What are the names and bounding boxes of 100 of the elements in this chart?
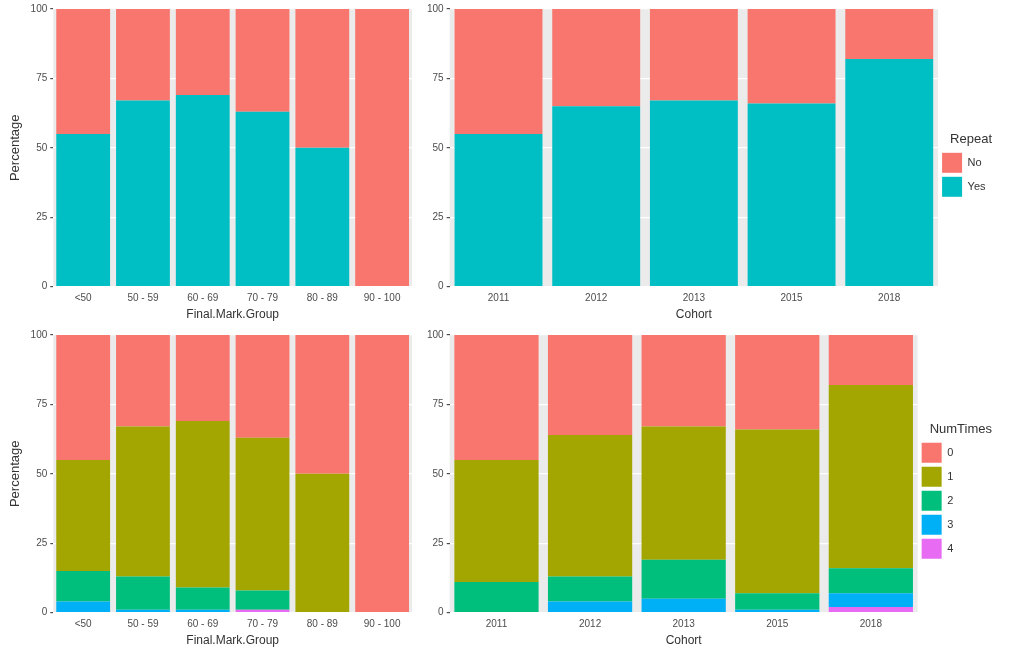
x-tick-label: 2012 <box>578 618 602 630</box>
bar <box>747 9 836 104</box>
bar <box>845 9 934 59</box>
legend-title: NumTimes <box>929 421 993 437</box>
bar <box>116 335 170 427</box>
x-tick-label: 90 - 100 <box>363 618 401 630</box>
y-tick-label: 25 <box>36 210 48 222</box>
bar <box>235 590 290 610</box>
bar <box>116 9 170 101</box>
bar <box>175 9 230 96</box>
bar <box>552 106 641 286</box>
x-axis-title: Cohort <box>675 307 713 322</box>
bar <box>828 593 913 608</box>
bar <box>547 335 633 435</box>
bar <box>747 103 836 286</box>
bar <box>56 133 111 286</box>
x-tick-label: 90 - 100 <box>363 292 401 304</box>
x-tick-label: <50 <box>74 618 93 630</box>
y-tick-label: 50 <box>432 467 445 479</box>
bar <box>116 100 170 286</box>
bar <box>295 335 350 474</box>
y-tick-label: 0 <box>41 606 48 618</box>
x-tick-label: 2013 <box>672 618 696 630</box>
bar <box>735 609 820 612</box>
bar <box>828 607 913 612</box>
legend-label: 1 <box>947 469 954 482</box>
bar <box>116 576 170 610</box>
bar <box>235 9 290 112</box>
bar <box>56 570 111 602</box>
bar <box>454 582 539 612</box>
bar <box>641 559 726 599</box>
x-axis-title: Final.Mark.Group <box>186 633 280 648</box>
legend-title: Repeat <box>950 131 993 147</box>
y-axis-title: Percentage <box>7 440 23 508</box>
y-tick-label: 100 <box>30 2 48 14</box>
bar <box>116 609 170 612</box>
bar <box>828 568 913 594</box>
y-tick-label: 25 <box>432 210 445 222</box>
bar <box>56 601 111 612</box>
bar <box>454 133 543 286</box>
bar <box>295 9 350 148</box>
y-tick-label: 0 <box>438 280 445 292</box>
x-tick-label: 2012 <box>585 292 608 304</box>
bar <box>547 434 633 577</box>
bar <box>355 335 410 612</box>
x-tick-label: 2015 <box>766 618 789 630</box>
y-tick-label: 100 <box>427 2 445 14</box>
bar <box>641 335 726 427</box>
bar <box>641 426 726 560</box>
y-tick-label: 25 <box>36 536 48 548</box>
bar <box>295 473 350 612</box>
y-tick-label: 50 <box>36 141 48 153</box>
bar <box>235 111 290 286</box>
y-tick-label: 75 <box>432 398 445 410</box>
bar <box>175 587 230 610</box>
bar <box>454 459 539 583</box>
x-tick-label: 2011 <box>487 292 510 304</box>
bar <box>175 95 230 286</box>
legend-label: 2 <box>947 493 954 506</box>
x-tick-label: 80 - 89 <box>306 618 339 630</box>
bar <box>552 9 641 107</box>
x-tick-label: 60 - 69 <box>187 292 219 304</box>
legend-label: 4 <box>947 541 954 554</box>
bar <box>56 9 111 134</box>
bar <box>547 601 633 612</box>
bar <box>235 437 290 591</box>
y-axis-title: Percentage <box>7 114 23 182</box>
y-tick-label: 75 <box>36 398 48 410</box>
x-tick-label: 2015 <box>780 292 804 304</box>
bar <box>735 593 820 610</box>
bar <box>454 9 543 134</box>
y-tick-label: 0 <box>438 606 445 618</box>
legend-label: 0 <box>947 445 954 458</box>
bar <box>454 335 539 460</box>
bar <box>175 421 230 588</box>
bar <box>649 9 738 101</box>
bar <box>56 459 111 571</box>
bar <box>235 609 290 612</box>
bar <box>116 426 170 577</box>
y-tick-label: 50 <box>36 467 48 479</box>
bar <box>235 335 290 438</box>
x-axis-title: Cohort <box>665 633 703 648</box>
bar <box>175 609 230 612</box>
bar <box>641 598 726 612</box>
bar <box>735 335 820 430</box>
x-tick-label: 2013 <box>682 292 706 304</box>
bar <box>649 100 738 286</box>
y-tick-label: 75 <box>432 72 445 84</box>
bar <box>828 335 913 385</box>
y-tick-label: 100 <box>30 328 48 340</box>
bar <box>295 147 350 286</box>
x-tick-label: 2018 <box>878 292 901 304</box>
x-tick-label: 70 - 79 <box>246 292 279 304</box>
bar <box>175 335 230 422</box>
x-tick-label: 50 - 59 <box>127 292 159 304</box>
legend-label: 3 <box>947 517 954 530</box>
y-tick-label: 50 <box>432 141 445 153</box>
x-tick-label: <50 <box>74 292 93 304</box>
x-tick-label: 70 - 79 <box>246 618 279 630</box>
legend-label: No <box>967 155 982 168</box>
